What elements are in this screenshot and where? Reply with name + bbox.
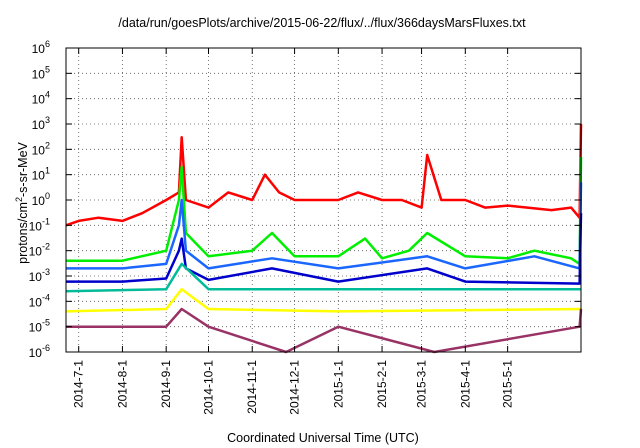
series-line xyxy=(65,262,581,293)
x-tick-label: 2015-5-1 xyxy=(501,360,515,408)
y-axis-label-prefix: protons/cm xyxy=(16,202,30,264)
series-line xyxy=(65,123,583,227)
x-axis: 2014-7-1 2014-8-1 2014-9-1 2014-10-1 2014-11… xyxy=(72,48,515,415)
y-tick-label: 10-2 xyxy=(29,242,50,259)
x-tick-label: 2015-3-1 xyxy=(415,360,429,408)
y-tick-label: 100 xyxy=(32,191,50,208)
y-tick-label: 104 xyxy=(32,90,50,107)
series-line xyxy=(65,287,582,313)
x-tick-label: 2015-2-1 xyxy=(375,360,389,408)
y-tick-label: 10-5 xyxy=(29,318,50,335)
x-tick-label: 2015-1-1 xyxy=(331,360,345,408)
y-tick-label: 103 xyxy=(32,115,50,132)
y-axis-label-suffix: -s-sr-MeV xyxy=(16,141,30,197)
x-tick-label: 2014-10-1 xyxy=(202,360,216,415)
x-tick-label: 2014-7-1 xyxy=(72,360,86,408)
y-axis-label: protons/cm2-s-sr-MeV xyxy=(14,141,30,263)
series-line xyxy=(66,182,583,270)
y-tick-label: 10-3 xyxy=(29,267,50,284)
x-tick-label: 2014-9-1 xyxy=(159,360,173,408)
y-axis-label-exponent: 2 xyxy=(14,197,24,202)
series-line xyxy=(66,213,583,285)
y-tick-label: 10-6 xyxy=(29,343,50,360)
y-axis: 10-6 10-5 10-4 10-3 10-2 10-1 100 101 102 103 104 1… xyxy=(29,39,581,360)
x-tick-label: 2014-8-1 xyxy=(115,360,129,408)
x-tick-label: 2015-4-1 xyxy=(458,360,472,408)
y-tick-label: 102 xyxy=(32,140,50,157)
y-tick-label: 106 xyxy=(32,39,50,56)
y-tick-label: 105 xyxy=(32,64,50,81)
y-tick-label: 10-1 xyxy=(29,216,50,233)
y-tick-label: 101 xyxy=(32,166,50,183)
series-line xyxy=(66,156,583,266)
chart-title: /data/run/goesPlots/archive/2015-06-22/f… xyxy=(118,16,526,30)
y-tick-label: 10-4 xyxy=(29,292,50,309)
x-tick-label: 2014-11-1 xyxy=(245,360,259,414)
x-axis-label: Coordinated Universal Time (UTC) xyxy=(227,431,419,445)
x-tick-label: 2014-12-1 xyxy=(288,360,302,415)
